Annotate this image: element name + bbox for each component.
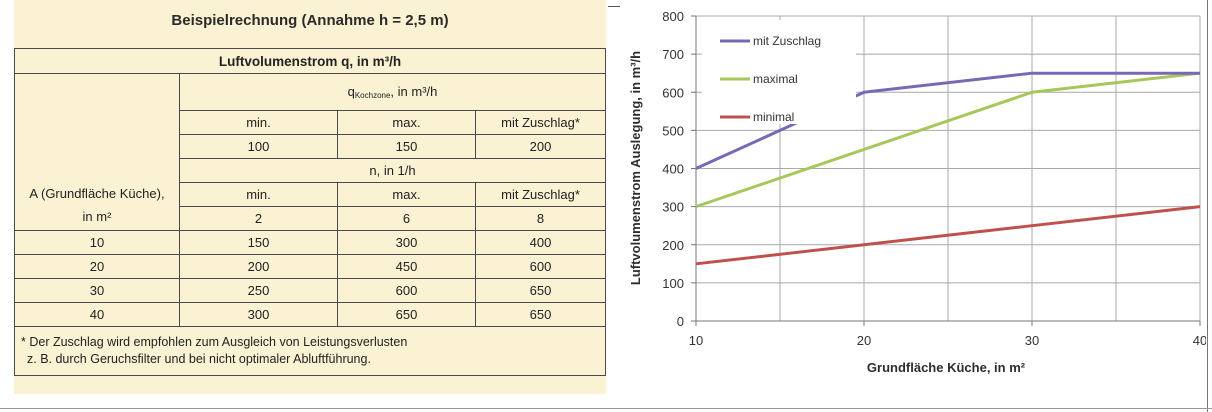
- calculation-table-panel: Beispielrechnung (Annahme h = 2,5 m) Luf…: [14, 0, 606, 394]
- n-col-labels-row: min. max. mit Zuschlag*: [15, 182, 606, 207]
- frame-edge-bottom: [0, 408, 1212, 409]
- y-tick-label: 700: [662, 47, 684, 62]
- series-line-minimal: [695, 205, 1201, 266]
- y-tick-label: 600: [662, 85, 684, 100]
- footnote-line2: z. B. durch Geruchsfilter und bei nicht …: [27, 352, 371, 366]
- area-label-line1: A (Grundfläche Küche),: [29, 186, 165, 201]
- table-cell: 10: [14, 230, 180, 255]
- table-cell: 200: [179, 254, 338, 279]
- y-tick-label: 100: [662, 276, 684, 291]
- n-col-zuschlag: mit Zuschlag*: [475, 182, 606, 207]
- q-col-labels-row: min. max. mit Zuschlag*: [15, 110, 606, 135]
- table-row: 20 200 450 600: [14, 254, 606, 279]
- footnote: * Der Zuschlag wird empfohlen zum Ausgle…: [14, 326, 606, 376]
- q-header-sub: Kochzone: [354, 91, 391, 100]
- table-row: 30 250 600 650: [14, 278, 606, 303]
- table-cell: 30: [14, 278, 180, 303]
- legend-label-maximal: maximal: [753, 72, 798, 86]
- table-title: Beispielrechnung (Annahme h = 2,5 m): [171, 12, 449, 29]
- q-col-max: max.: [337, 110, 476, 135]
- y-tick-label: 0: [677, 314, 684, 329]
- table-cell: 650: [475, 278, 606, 303]
- table-cell: 20: [14, 254, 180, 279]
- q-value-max: 150: [337, 134, 476, 159]
- series-line-mit-zuschlag: [695, 71, 1200, 170]
- table-cell: 40: [14, 302, 180, 327]
- table-cell: 150: [179, 230, 338, 255]
- n-value-min: 2: [179, 206, 338, 231]
- legend-background: [702, 20, 856, 124]
- table-cell: 600: [475, 254, 606, 279]
- footnote-row: * Der Zuschlag wird empfohlen zum Ausgle…: [14, 326, 606, 376]
- table-cell: 450: [337, 254, 476, 279]
- footnote-line1: * Der Zuschlag wird empfohlen zum Ausgle…: [21, 335, 408, 349]
- table-row: 10 150 300 400: [14, 230, 606, 255]
- legend: mit Zuschlag maximal minimal: [702, 20, 856, 124]
- y-tick-label: 500: [662, 123, 684, 138]
- y-tick-label: 300: [662, 200, 684, 215]
- table-cell: 650: [475, 302, 606, 327]
- y-tick-label: 200: [662, 238, 684, 253]
- frame-edge-right: [1207, 0, 1208, 412]
- legend-label-minimal: minimal: [753, 110, 794, 124]
- n-header: n, in 1/h: [179, 158, 606, 183]
- q-header-prefix: q: [347, 84, 355, 99]
- table-cell: 300: [179, 302, 338, 327]
- q-col-min: min.: [179, 110, 338, 135]
- q-value-zuschlag: 200: [475, 134, 606, 159]
- table-cell: 300: [337, 230, 476, 255]
- table-cell: 650: [337, 302, 476, 327]
- x-tick-label: 40: [1193, 333, 1206, 348]
- q-values-row: 100 150 200: [15, 134, 606, 159]
- n-col-max: max.: [337, 182, 476, 207]
- q-header-row: A (Grundfläche Küche), in m² qKochzone, …: [14, 73, 606, 231]
- table-heading: Beispielrechnung (Annahme h = 2,5 m): [14, 0, 606, 48]
- n-value-zuschlag: 8: [475, 206, 606, 231]
- table-cell: 600: [337, 278, 476, 303]
- main-header: Luftvolumenstrom q, in m³/h: [14, 48, 606, 74]
- x-tick-label: 10: [689, 333, 703, 348]
- table-header-row: Luftvolumenstrom q, in m³/h: [14, 48, 606, 74]
- series-layer: [695, 71, 1201, 266]
- y-axis-title: Luftvolumenstrom Auslegung, in m³/h: [628, 51, 643, 285]
- n-header-row: n, in 1/h: [15, 158, 606, 183]
- area-label-cell: A (Grundfläche Küche), in m²: [14, 73, 180, 231]
- x-tick-label: 30: [1025, 333, 1039, 348]
- table-cell: 400: [475, 230, 606, 255]
- x-tick-label: 20: [857, 333, 871, 348]
- series-line-maximal: [695, 71, 1201, 209]
- line-chart-svg: 0 100 200 300 400 500 600 700 800 10 20 30 40 mit Zu…: [628, 9, 1207, 375]
- y-tick-label: 400: [662, 162, 684, 177]
- axis-layer: 0 100 200 300 400 500 600 700 800 10 20 30 40: [662, 9, 1207, 348]
- n-col-min: min.: [179, 182, 338, 207]
- x-axis-title: Grundfläche Küche, in m²: [867, 360, 1026, 375]
- table-cell: 250: [179, 278, 338, 303]
- legend-label-mit-zuschlag: mit Zuschlag: [753, 34, 821, 48]
- q-value-min: 100: [179, 134, 338, 159]
- line-chart: 0 100 200 300 400 500 600 700 800 10 20 30 40 mit Zu…: [616, 0, 1207, 405]
- q-header-suffix: , in m³/h: [390, 84, 438, 99]
- y-tick-label: 800: [662, 9, 684, 24]
- q-col-zuschlag: mit Zuschlag*: [475, 110, 606, 135]
- table-row: 40 300 650 650: [14, 302, 606, 327]
- area-label-line2: in m²: [82, 209, 112, 224]
- q-header: qKochzone, in m³/h: [179, 73, 606, 111]
- divider-line: [608, 6, 620, 7]
- calculation-table: Luftvolumenstrom q, in m³/h A (Grundfläc…: [14, 48, 606, 376]
- n-value-max: 6: [337, 206, 476, 231]
